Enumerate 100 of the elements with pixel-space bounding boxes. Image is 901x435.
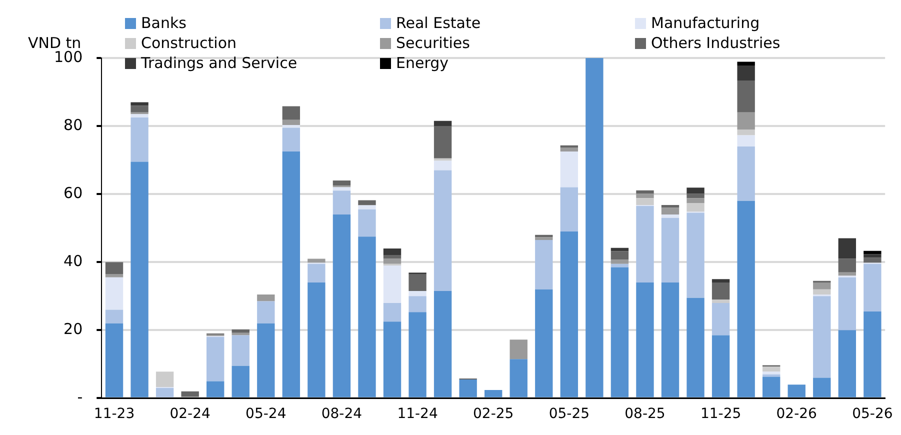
bar xyxy=(105,277,124,310)
bar xyxy=(358,205,376,210)
bar xyxy=(130,114,148,118)
bar xyxy=(332,190,351,214)
bar xyxy=(282,152,300,398)
bar xyxy=(636,282,654,398)
x-tick-label: 05-26 xyxy=(852,406,893,422)
bar xyxy=(257,323,275,398)
bar xyxy=(560,187,578,232)
bar xyxy=(737,65,755,80)
bar xyxy=(130,106,148,112)
bar xyxy=(864,311,882,398)
bar xyxy=(206,381,224,398)
y-tick-label: 80 xyxy=(64,116,83,134)
bar xyxy=(282,125,300,128)
bar xyxy=(308,282,326,398)
bar xyxy=(661,282,680,398)
bar xyxy=(686,212,704,298)
bar xyxy=(636,190,654,194)
bar xyxy=(232,332,250,336)
bar xyxy=(762,372,780,374)
bar xyxy=(560,152,578,188)
x-tick-label: 11-25 xyxy=(700,406,742,422)
bar xyxy=(459,379,477,398)
bar xyxy=(105,274,124,278)
bar xyxy=(308,264,326,283)
bar xyxy=(257,294,275,302)
bar xyxy=(737,112,755,130)
bar xyxy=(788,384,806,398)
bar xyxy=(408,274,426,292)
bar xyxy=(838,258,856,272)
x-tick-label: 05-24 xyxy=(246,406,286,422)
bar xyxy=(535,289,553,398)
bar xyxy=(737,129,755,136)
legend-label: Manufacturing xyxy=(651,14,760,32)
bar xyxy=(586,58,604,398)
bar xyxy=(156,372,174,387)
bar xyxy=(610,267,629,398)
bar xyxy=(332,214,351,398)
bar xyxy=(686,198,704,204)
x-tick-label: 05-25 xyxy=(548,406,590,422)
bar xyxy=(712,279,730,283)
bar xyxy=(358,236,376,398)
bar xyxy=(434,126,452,158)
y-tick-label: 40 xyxy=(64,252,83,270)
x-tick-label: 02-25 xyxy=(473,406,514,422)
bar xyxy=(737,200,755,398)
bar xyxy=(686,194,704,198)
x-tick-label: 02-24 xyxy=(170,406,211,422)
bar xyxy=(610,251,629,260)
bar xyxy=(661,208,680,214)
bar xyxy=(408,291,426,296)
bar xyxy=(712,335,730,398)
bar xyxy=(105,323,124,398)
y-tick-label: 60 xyxy=(64,184,83,202)
legend-label: Others Industries xyxy=(651,34,780,52)
bar xyxy=(762,366,780,372)
bar xyxy=(661,214,680,218)
bar xyxy=(535,240,553,290)
bar xyxy=(712,300,730,303)
bar xyxy=(232,366,250,398)
bar xyxy=(232,335,250,366)
bar xyxy=(206,336,224,382)
bar xyxy=(383,302,402,322)
bar xyxy=(282,120,300,126)
bar xyxy=(181,391,199,396)
bar xyxy=(105,262,124,274)
x-tick-label: 11-24 xyxy=(397,406,438,422)
bar xyxy=(484,390,502,398)
bar xyxy=(383,322,402,398)
bar xyxy=(560,147,578,152)
bar xyxy=(130,102,148,106)
bar xyxy=(434,120,452,126)
legend-label: Construction xyxy=(141,34,237,52)
x-tick-label: 02-26 xyxy=(776,406,818,422)
bar xyxy=(105,310,124,324)
bar xyxy=(737,146,755,201)
bar xyxy=(610,260,629,264)
bar xyxy=(535,234,553,238)
bar xyxy=(408,296,426,312)
bar xyxy=(408,312,426,398)
bar xyxy=(383,266,402,303)
bar xyxy=(686,298,704,398)
bar xyxy=(510,340,528,360)
bar xyxy=(383,248,402,256)
bar xyxy=(813,289,831,294)
legend-label: Banks xyxy=(141,14,186,32)
bar xyxy=(712,282,730,300)
y-tick-label: 20 xyxy=(64,320,83,338)
bar xyxy=(661,204,680,208)
bar xyxy=(434,160,452,170)
bar xyxy=(257,301,275,324)
legend-label: Energy xyxy=(396,54,449,72)
bar xyxy=(434,170,452,292)
bar xyxy=(535,237,553,240)
bar xyxy=(686,203,704,212)
bar xyxy=(560,232,578,398)
bar xyxy=(762,374,780,377)
bar xyxy=(838,277,856,330)
bar xyxy=(308,258,326,263)
